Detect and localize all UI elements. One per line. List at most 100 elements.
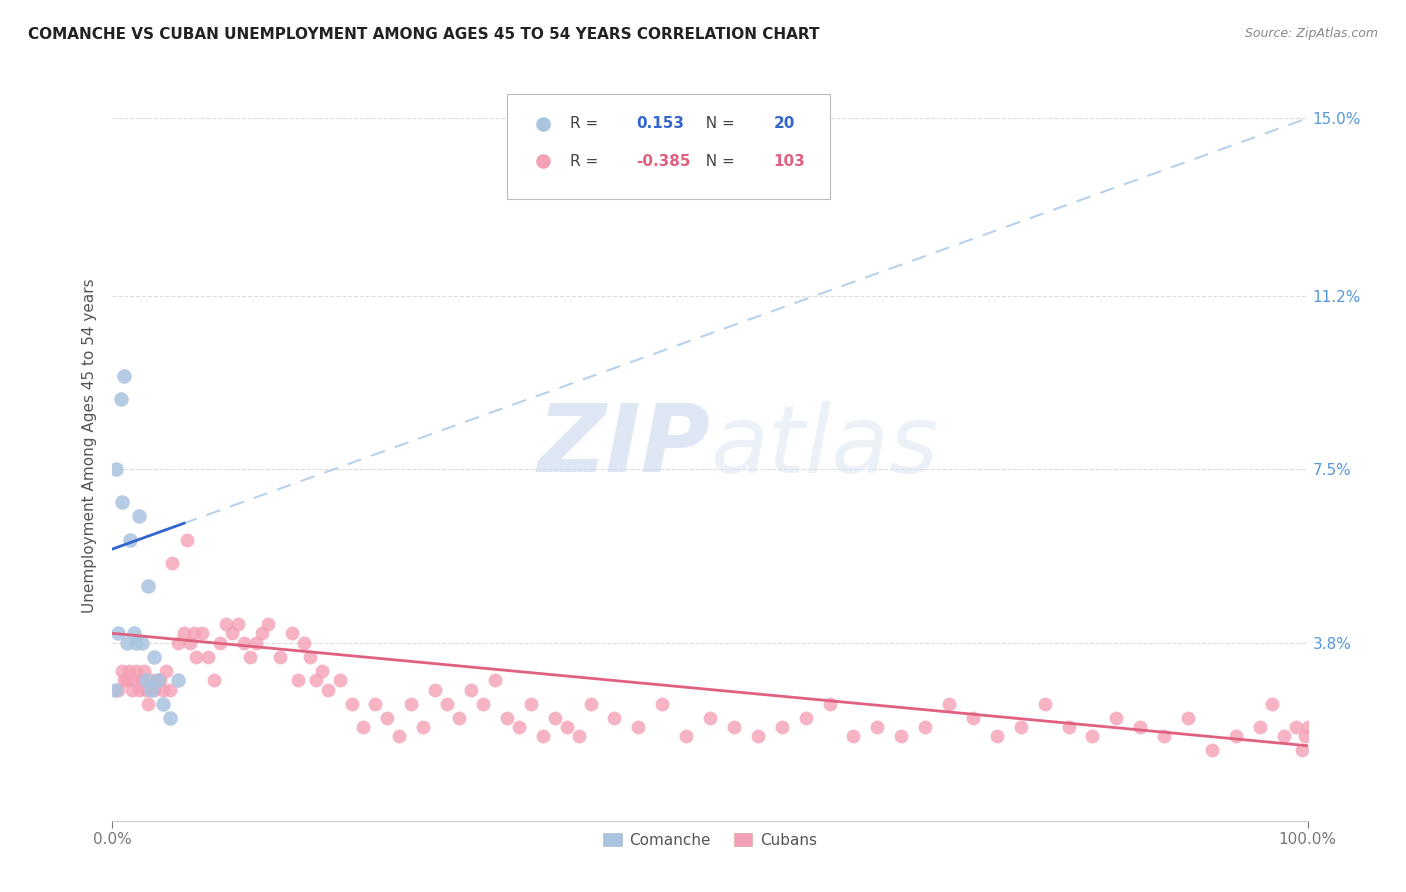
Point <box>239 649 262 664</box>
Point <box>107 682 129 697</box>
Point <box>447 710 470 724</box>
Point <box>1249 720 1271 734</box>
Point <box>412 720 434 734</box>
Point <box>159 682 181 697</box>
Point <box>531 730 554 744</box>
FancyBboxPatch shape <box>508 94 830 199</box>
Point <box>699 710 721 724</box>
Point <box>138 580 160 594</box>
Point <box>747 730 769 744</box>
Point <box>202 673 225 688</box>
Point <box>340 697 363 711</box>
Point <box>131 635 153 649</box>
Point <box>603 710 626 724</box>
Point <box>914 720 936 734</box>
Point <box>401 697 423 711</box>
Point <box>159 710 181 724</box>
Point <box>143 682 166 697</box>
Point <box>1081 730 1104 744</box>
Point <box>305 673 328 688</box>
Point <box>543 710 565 724</box>
Point <box>111 664 134 678</box>
Point <box>568 730 591 744</box>
Point <box>120 533 142 547</box>
Point <box>520 697 543 711</box>
Point <box>138 697 160 711</box>
Point <box>794 710 817 724</box>
Point <box>179 635 201 649</box>
Point <box>1261 697 1284 711</box>
Point <box>176 533 198 547</box>
Point <box>146 673 169 688</box>
Point <box>173 626 195 640</box>
Point <box>287 673 309 688</box>
Text: 0.153: 0.153 <box>636 116 683 131</box>
Text: atlas: atlas <box>710 401 938 491</box>
Point <box>139 682 162 697</box>
Point <box>388 730 411 744</box>
Point <box>143 649 166 664</box>
Point <box>114 368 135 383</box>
Point <box>627 720 650 734</box>
Point <box>329 673 352 688</box>
Point <box>250 626 273 640</box>
Point <box>962 710 984 724</box>
Point <box>245 635 267 649</box>
Text: Source: ZipAtlas.com: Source: ZipAtlas.com <box>1244 27 1378 40</box>
Point <box>121 682 143 697</box>
Point <box>110 392 132 407</box>
Point <box>1033 697 1056 711</box>
Point <box>675 730 697 744</box>
Point <box>818 697 841 711</box>
Point <box>215 617 238 632</box>
Point <box>186 649 208 664</box>
Point <box>111 495 134 509</box>
Point <box>1285 720 1308 734</box>
Text: -0.385: -0.385 <box>636 153 690 169</box>
Point <box>425 682 447 697</box>
Point <box>167 635 190 649</box>
Point <box>135 673 157 688</box>
Point <box>508 720 530 734</box>
Point <box>183 626 205 640</box>
Point <box>842 730 865 744</box>
Point <box>723 720 745 734</box>
Point <box>1272 730 1295 744</box>
Point <box>233 635 256 649</box>
Point <box>115 673 138 688</box>
Point <box>986 730 1008 744</box>
Point <box>155 664 177 678</box>
Point <box>122 673 145 688</box>
Text: ZIP: ZIP <box>537 400 710 492</box>
Point <box>890 730 912 744</box>
Point <box>221 626 243 640</box>
Point <box>292 635 315 649</box>
Point <box>107 626 129 640</box>
Point <box>364 697 387 711</box>
Point <box>1153 730 1175 744</box>
Text: 103: 103 <box>773 153 806 169</box>
Point <box>460 682 482 697</box>
Point <box>579 697 602 711</box>
Point <box>281 626 304 640</box>
Point <box>115 635 138 649</box>
Text: R =: R = <box>571 116 609 131</box>
Point <box>1294 730 1316 744</box>
Point <box>209 635 232 649</box>
Point <box>114 673 135 688</box>
Point <box>472 697 495 711</box>
Point <box>152 682 174 697</box>
Point <box>651 697 673 711</box>
Y-axis label: Unemployment Among Ages 45 to 54 years: Unemployment Among Ages 45 to 54 years <box>82 278 97 614</box>
Point <box>191 626 214 640</box>
Point <box>125 664 148 678</box>
Point <box>1057 720 1080 734</box>
Point <box>1225 730 1247 744</box>
Point <box>257 617 280 632</box>
Point <box>938 697 960 711</box>
Text: 20: 20 <box>773 116 794 131</box>
Point <box>1129 720 1152 734</box>
Point <box>484 673 506 688</box>
Point <box>1177 710 1199 724</box>
Point <box>104 682 127 697</box>
